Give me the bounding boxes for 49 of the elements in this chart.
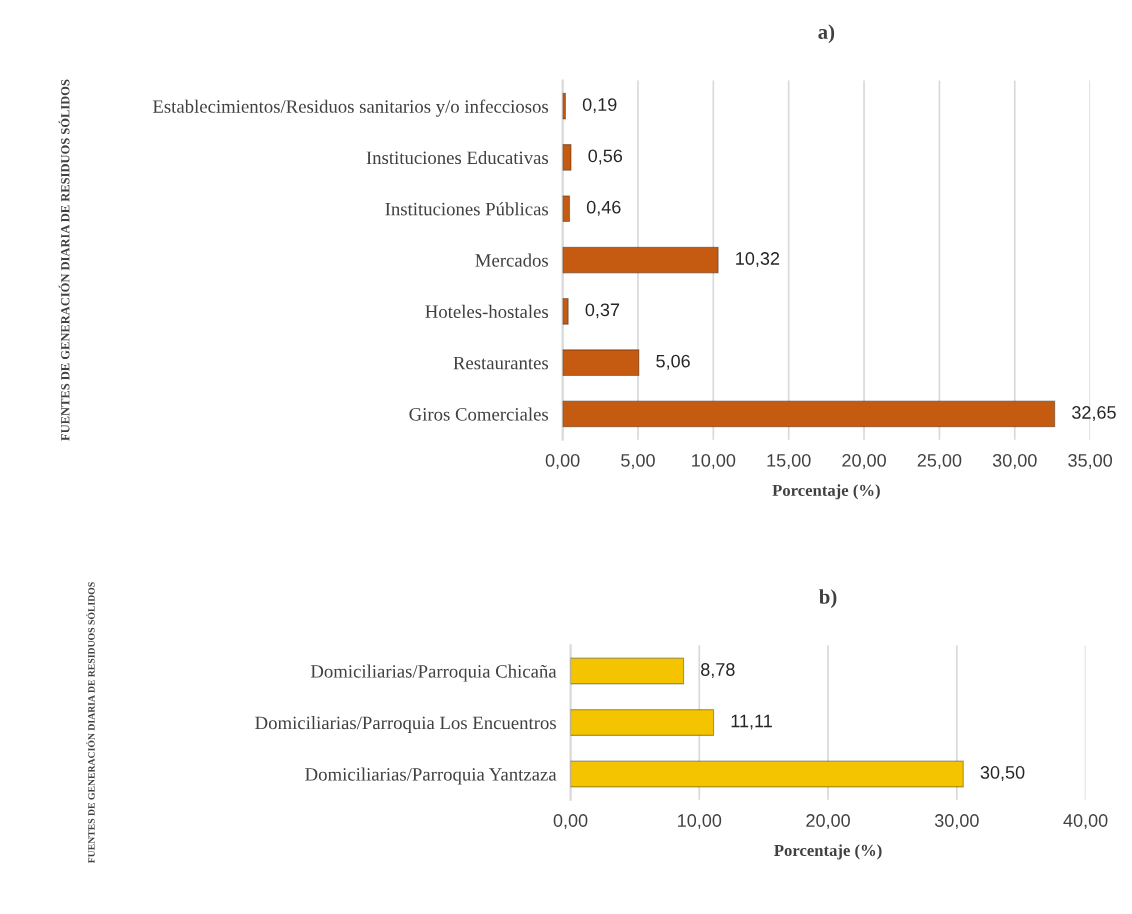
x-tick-label: 30,00 bbox=[934, 814, 979, 830]
y-tick-label: Domiciliarias/Parroquia Yantzaza bbox=[305, 767, 557, 785]
bar bbox=[562, 144, 572, 171]
data-label: 0,37 bbox=[585, 303, 620, 319]
x-tick-label: 10,00 bbox=[692, 454, 736, 469]
data-label: 11,11 bbox=[731, 714, 772, 730]
x-tick-label: 0,00 bbox=[545, 454, 580, 469]
y-axis-title: FUENTES DE GENERACIÓN DIARIA DE RESIDUOS SÓLIDOS bbox=[86, 582, 95, 864]
y-tick-label: Hoteles-hostales bbox=[425, 304, 549, 319]
data-label: 32,65 bbox=[1072, 406, 1116, 421]
bar bbox=[562, 349, 640, 377]
bar bbox=[562, 246, 719, 274]
y-tick-label: Instituciones Públicas bbox=[385, 202, 549, 216]
y-tick-label: Giros Comerciales bbox=[409, 407, 549, 421]
y-axis-title: FUENTES DE GENERACIÓN DIARIA DE RESIDUOS SÓLIDOS bbox=[58, 79, 70, 441]
bar bbox=[562, 297, 569, 325]
x-tick-label: 25,00 bbox=[917, 454, 962, 469]
data-label: 8,78 bbox=[701, 663, 735, 679]
x-axis-title: Porcentaje (%) bbox=[774, 844, 882, 860]
data-label: 0,56 bbox=[588, 149, 623, 165]
bar bbox=[562, 195, 571, 223]
x-tick-label: 30,00 bbox=[992, 454, 1037, 469]
data-label: 0,46 bbox=[586, 200, 621, 216]
x-tick-label: 15,00 bbox=[767, 454, 811, 469]
bar bbox=[570, 709, 715, 736]
data-label: 0,19 bbox=[582, 98, 617, 114]
x-tick-label: 0,00 bbox=[553, 814, 588, 830]
y-tick-label: Domiciliarias/Parroquia Los Encuentros bbox=[255, 716, 556, 734]
x-tick-label: 40,00 bbox=[1063, 814, 1108, 830]
data-label: 30,50 bbox=[980, 766, 1025, 781]
x-tick-label: 5,00 bbox=[621, 454, 655, 469]
x-axis-title: Porcentaje (%) bbox=[772, 484, 880, 500]
chart-title: b) bbox=[819, 589, 837, 609]
data-label: 5,06 bbox=[656, 354, 690, 370]
bar bbox=[562, 92, 567, 120]
data-label: 10,32 bbox=[736, 252, 780, 268]
bar bbox=[562, 400, 1056, 428]
x-tick-label: 35,00 bbox=[1068, 454, 1112, 469]
y-tick-label: Mercados bbox=[475, 253, 549, 267]
x-tick-label: 20,00 bbox=[806, 814, 850, 830]
bar bbox=[570, 760, 964, 788]
x-tick-label: 20,00 bbox=[842, 454, 886, 469]
y-tick-label: Domiciliarias/Parroquia Chicaña bbox=[310, 664, 557, 682]
chart-title: a) bbox=[818, 24, 835, 44]
bar bbox=[570, 657, 685, 685]
x-tick-label: 10,00 bbox=[678, 814, 722, 830]
y-tick-label: Establecimientos/Residuos sanitarios y/o infecciosos bbox=[152, 99, 549, 117]
y-tick-label: Restaurantes bbox=[453, 356, 549, 370]
y-tick-label: Instituciones Educativas bbox=[366, 150, 549, 165]
